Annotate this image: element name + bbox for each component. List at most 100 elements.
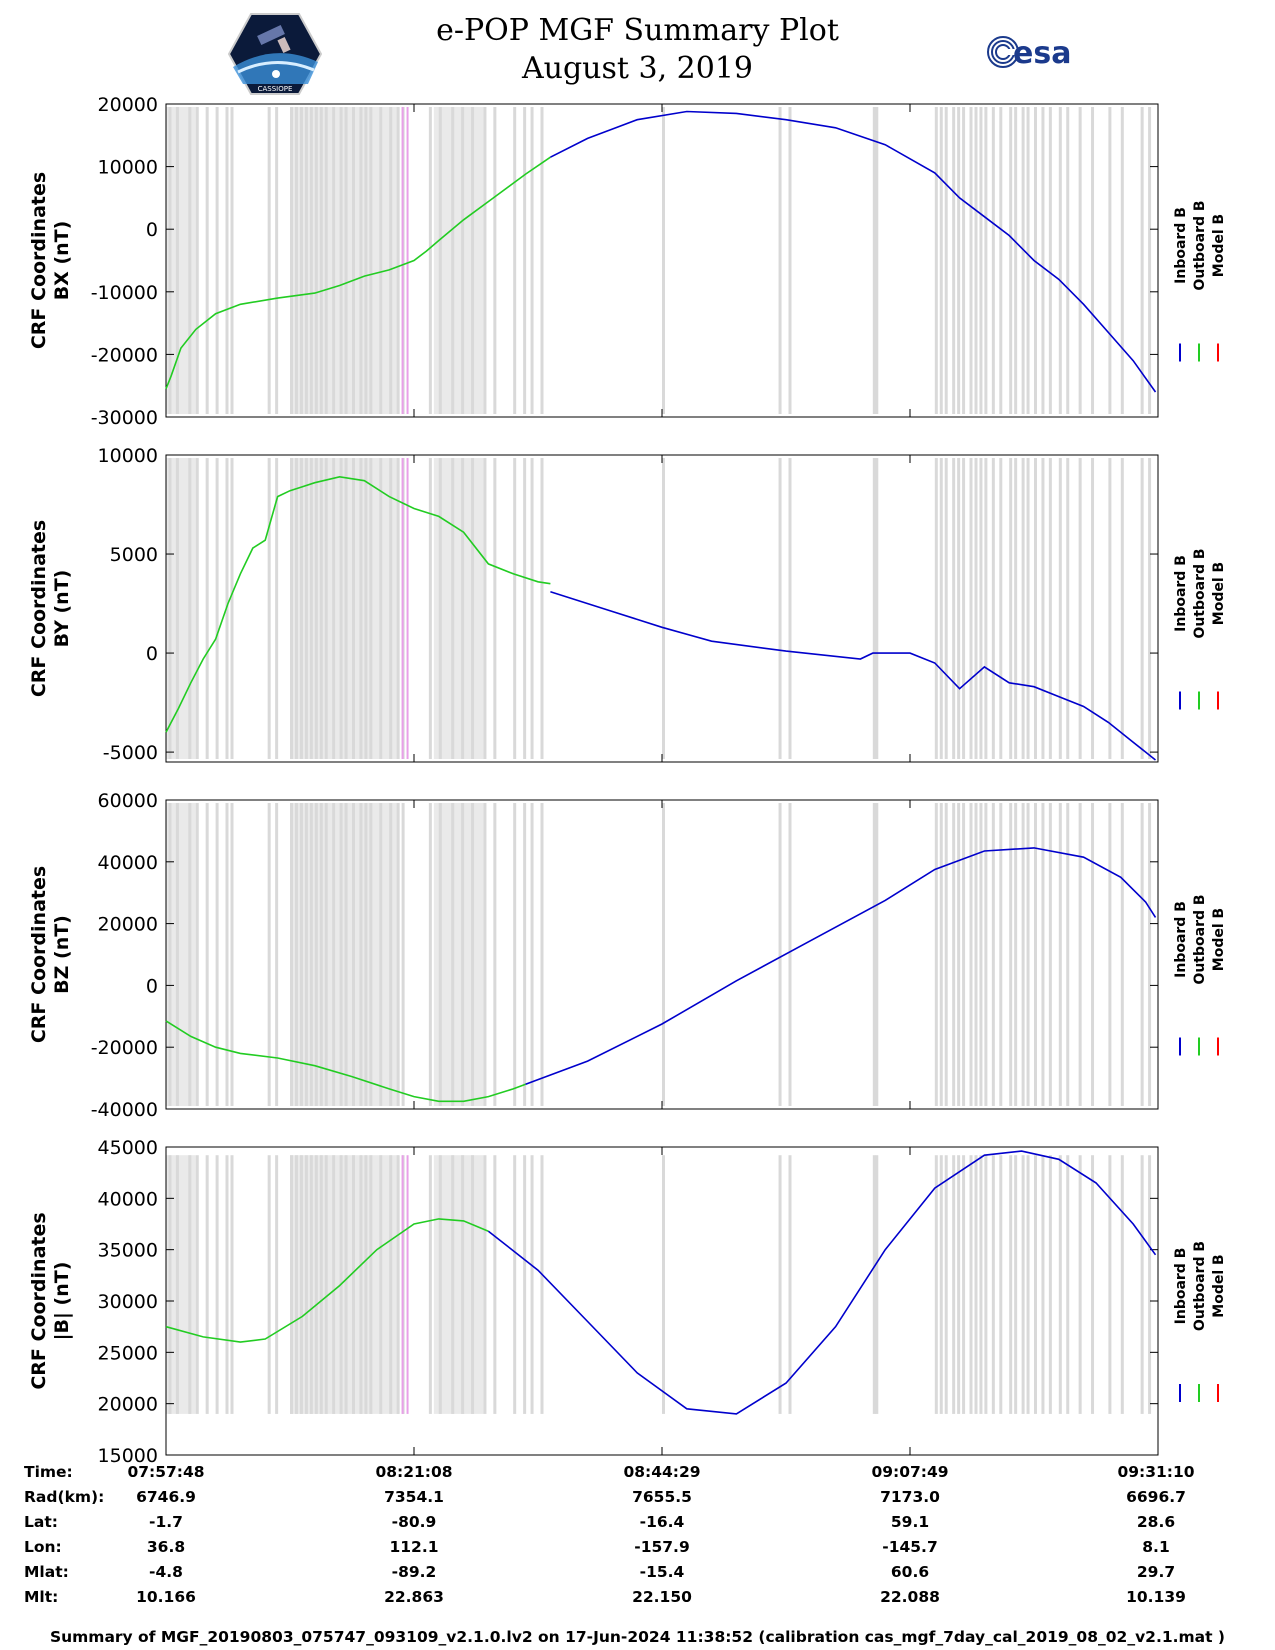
data-gap-line [969,803,973,1106]
data-gap-line [1014,1155,1018,1414]
data-gap-line [309,803,313,1106]
y-tick-label: 0 [146,975,158,997]
data-gap-line [428,1155,432,1414]
table-cell: -89.2 [391,1563,437,1581]
legend-label: Model B [1211,562,1227,625]
data-gap-line [267,458,271,759]
data-gap-line [1034,107,1037,414]
y-axis-label: CRF Coordinates [28,1212,50,1389]
data-gap-line [523,803,527,1106]
table-cell: 7655.5 [632,1488,692,1506]
data-gap-line [188,803,192,1106]
data-gap-line [1140,107,1144,414]
table-cell: 36.8 [146,1538,186,1556]
data-gap-line [1066,107,1070,414]
data-gap-line [1041,1155,1045,1414]
data-gap-line [205,803,209,1106]
esa-logo: esa [987,36,1071,71]
y-tick-label: -20000 [91,1037,158,1059]
series-outboard-b [165,1218,489,1343]
data-gap-line [195,1155,199,1414]
data-gap-line [230,107,234,414]
data-gap-line [215,458,219,759]
x-tick-label: 09:07:49 [871,1463,949,1481]
data-gap-line [991,458,995,759]
magenta-gap-line [401,458,404,759]
table-cell: -4.8 [149,1563,183,1581]
series-inboard-b [487,1150,1157,1415]
data-gap-line [952,458,956,759]
cassiope-logo: CASSIOPE [228,13,322,95]
data-gap-line [979,803,983,1106]
data-gap-line [369,803,373,1106]
data-gap-line [1108,458,1112,759]
data-gap-line [1021,107,1025,414]
data-gap-line [379,107,383,414]
data-gap-line [1078,803,1082,1106]
data-gap-line [471,803,475,1106]
data-gap-line [969,107,973,414]
data-gap-line [1058,803,1062,1106]
data-gap-line [483,107,487,414]
y-tick-label: 35000 [98,1240,158,1262]
table-cell: -80.9 [391,1513,437,1531]
data-gap-line [175,107,179,414]
table-row-label: Lat: [24,1513,58,1531]
table-row-label: Rad(km): [24,1488,105,1506]
data-gap-line [299,803,303,1106]
data-gap-line [984,107,988,414]
data-gap-line [1048,458,1052,759]
data-gap-line [1026,107,1030,414]
data-gap-line [788,458,792,759]
data-gap-line [1148,458,1152,759]
y-tick-label: 20000 [98,94,158,116]
data-gap-line [364,458,368,759]
x-tick-label: 08:21:08 [375,1463,453,1481]
data-gap-line [1009,803,1013,1106]
y-axis-label: |B| (nT) [51,1262,73,1341]
data-gap-line [939,803,943,1106]
data-gap-line [974,458,978,759]
data-gap-line [379,458,383,759]
y-axis-label: BX (nT) [51,221,73,301]
table-cell: 112.1 [389,1538,439,1556]
data-gap-line [396,458,400,759]
y-tick-label: 40000 [98,852,158,874]
data-gap-line [359,1155,363,1414]
table-cell: 22.150 [632,1588,692,1606]
data-gap-line [290,803,293,1106]
data-gap-line [483,1155,487,1414]
data-gap-line [1148,1155,1152,1414]
data-gap-line [483,458,487,759]
data-gap-line [1041,107,1045,414]
data-gap-line [275,803,279,1106]
data-gap-line [493,1155,497,1414]
data-gap-line [389,107,393,414]
data-gap-line [324,107,328,414]
data-gap-line [344,458,348,759]
data-gap-line [428,803,432,1106]
data-gap-line [513,1155,517,1414]
data-gap-line [344,803,348,1106]
data-gap-line [991,107,995,414]
data-gap-line [175,803,179,1106]
data-gap-line [962,107,966,414]
data-gap-line [788,1155,792,1414]
data-gap-line [1148,803,1152,1106]
data-gap-line [401,803,405,1106]
table-cell: -145.7 [882,1538,938,1556]
data-gap-line [957,458,961,759]
y-tick-label: 60000 [98,790,158,812]
data-gap-line [275,107,279,414]
data-gap-line [999,458,1003,759]
data-gap-line [294,458,298,759]
data-gap-line [299,458,303,759]
data-gap-line [944,458,948,759]
data-gap-line [304,803,308,1106]
data-gap-line [319,107,323,414]
data-gap-band [433,1155,484,1414]
series-inboard-b [550,590,1156,761]
data-gap-line [944,107,948,414]
data-gap-line [939,107,943,414]
